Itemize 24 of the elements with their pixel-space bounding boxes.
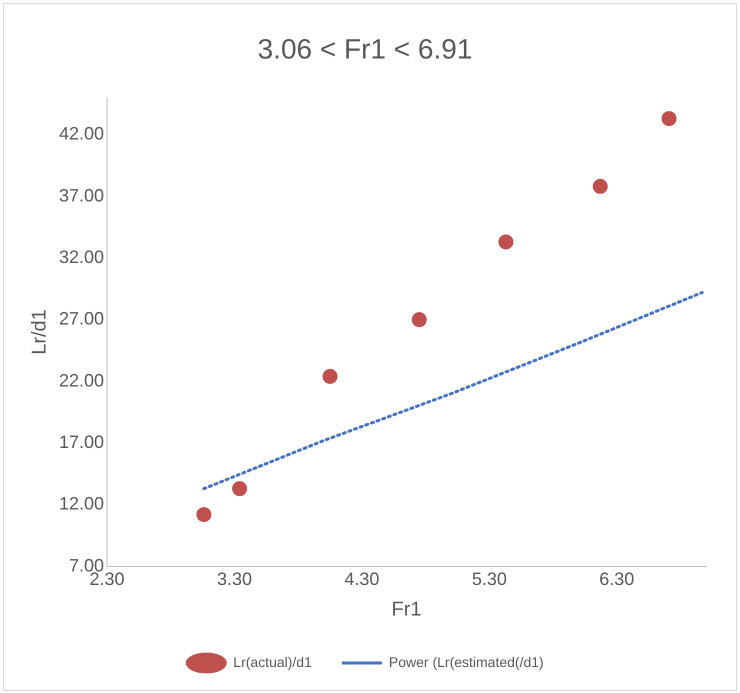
x-axis-title: Fr1 [392, 598, 422, 621]
y-tick-label: 22.00 [58, 370, 104, 390]
y-tick-label: 27.00 [58, 308, 104, 329]
point [412, 312, 427, 328]
x-tick-label: 4.30 [344, 569, 380, 590]
point [498, 234, 514, 250]
x-tick-label: 5.30 [472, 569, 507, 590]
point [592, 178, 608, 194]
point [232, 481, 248, 496]
point [196, 507, 212, 522]
y-tick-label: 32.00 [58, 246, 104, 267]
line-series [202, 291, 704, 490]
y-tick-label: 42.00 [58, 124, 104, 144]
point [322, 368, 338, 384]
point [662, 111, 677, 126]
x-tick-label: 6.30 [599, 569, 634, 590]
legend-label: Lr(actual)/d1 [233, 654, 312, 670]
y-tick-label: 12.00 [58, 494, 104, 514]
y-axis-title: Lr/d1 [28, 309, 51, 355]
y-tick-label: 37.00 [58, 185, 104, 206]
y-tick-label: 17.00 [58, 432, 104, 452]
x-tick-label: 3.30 [216, 569, 252, 590]
chart-title: 3.06 < Fr1 < 6.91 [258, 34, 472, 65]
legend-label: Power (Lr(estimated(/d1) [388, 654, 544, 670]
